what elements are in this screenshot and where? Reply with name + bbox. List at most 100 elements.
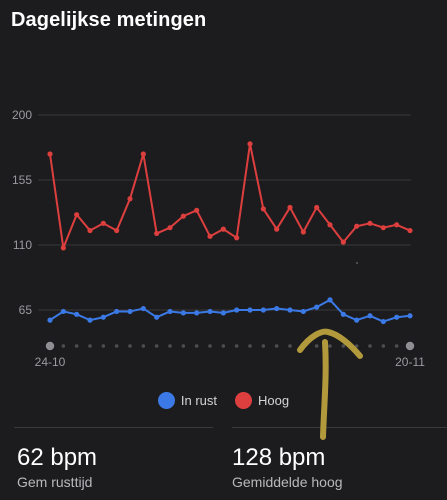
resting-hr-value: 62 bpm: [17, 444, 98, 471]
data-point-high: [327, 222, 333, 228]
divider-right: [232, 427, 447, 428]
x-axis-dot: [208, 344, 212, 348]
divider-left: [14, 427, 213, 428]
series-line-rest: [49, 298, 411, 323]
data-point-rest: [407, 313, 413, 319]
range-handle: [405, 341, 415, 351]
x-axis-dot: [221, 344, 226, 348]
data-point-rest: [354, 317, 360, 323]
x-axis-dot: [181, 344, 186, 348]
data-point-high: [194, 207, 200, 213]
legend-item-high[interactable]: Hoog: [235, 391, 290, 409]
data-point-rest: [180, 310, 186, 316]
data-point-high: [380, 225, 386, 231]
x-axis-dot: [368, 344, 372, 348]
x-axis-dot: [314, 344, 319, 348]
data-point-high: [367, 220, 373, 226]
data-point-high: [180, 213, 186, 219]
x-tick-label-end: 20-11: [395, 355, 425, 369]
x-axis-dot: [194, 344, 199, 348]
data-point-high: [127, 196, 133, 202]
data-point-high: [340, 239, 346, 245]
data-point-high: [47, 151, 53, 157]
data-point-high: [234, 235, 240, 241]
x-axis-dot: [248, 344, 252, 348]
data-point-rest: [87, 317, 93, 323]
data-point-rest: [367, 313, 373, 319]
x-axis-dot: [234, 344, 239, 348]
y-tick-label: 200: [12, 108, 32, 122]
data-point-high: [274, 226, 280, 232]
y-tick-label: 155: [12, 173, 32, 187]
x-axis-dot: [301, 344, 306, 348]
data-point-high: [247, 141, 253, 147]
daily-measurements-chart: 200 155 110 65 24-10 20-11: [12, 108, 425, 369]
legend-item-rest[interactable]: In rust: [157, 391, 218, 409]
data-point-rest: [154, 314, 160, 320]
data-point-high: [140, 151, 146, 157]
data-point-rest: [287, 307, 293, 313]
data-point-rest: [300, 308, 306, 315]
legend-high-label: Hoog: [258, 392, 290, 408]
data-point-rest: [100, 314, 106, 320]
data-point-high: [114, 227, 120, 234]
legend-rest-marker: [157, 391, 175, 409]
chart-legend: In rust Hoog: [0, 389, 447, 411]
data-point-rest: [234, 307, 240, 313]
data-point-high: [220, 226, 226, 232]
y-tick-label: 65: [19, 303, 33, 317]
data-point-rest: [314, 304, 320, 310]
x-axis-dot: [154, 344, 159, 348]
x-axis-dot: [88, 344, 92, 348]
x-axis-dot: [354, 344, 359, 348]
x-axis-dot: [61, 344, 66, 348]
x-axis-dot: [328, 344, 332, 348]
x-axis-dot: [141, 344, 146, 348]
data-point-rest: [194, 310, 200, 316]
x-axis-dot: [381, 344, 386, 348]
data-point-rest: [207, 308, 213, 315]
data-point-rest: [114, 308, 120, 315]
x-tick-label-start: 24-10: [35, 355, 66, 369]
data-point-rest: [60, 308, 66, 315]
data-point-high: [407, 227, 413, 234]
data-point-rest: [340, 311, 346, 317]
data-point-rest: [274, 305, 280, 312]
x-axis-dot: [341, 344, 346, 348]
data-point-high: [74, 212, 80, 218]
stray-mark: [356, 262, 358, 264]
data-point-high: [300, 229, 306, 235]
data-point-high: [100, 220, 106, 226]
data-point-high: [260, 206, 266, 212]
data-point-rest: [327, 297, 333, 303]
data-point-high: [287, 204, 293, 211]
x-axis-dot: [261, 344, 266, 348]
x-axis-dot: [74, 344, 79, 348]
data-point-rest: [47, 317, 53, 323]
legend-rest-label: In rust: [180, 392, 218, 408]
x-axis-dot: [128, 344, 132, 348]
data-point-high: [87, 227, 93, 234]
x-axis-dot: [274, 344, 279, 348]
page-title: Dagelijkse metingen: [11, 9, 207, 31]
data-point-high: [60, 245, 66, 251]
data-point-rest: [127, 308, 133, 315]
x-axis-dot: [168, 344, 172, 348]
data-point-high: [394, 222, 400, 228]
data-point-rest: [247, 307, 253, 313]
series-line-high: [49, 142, 411, 249]
x-axis-dot: [394, 344, 399, 348]
data-point-rest: [140, 305, 146, 312]
x-axis-dot: [288, 344, 292, 348]
data-point-rest: [260, 307, 266, 313]
x-axis-dot: [114, 344, 119, 348]
data-point-rest: [74, 311, 80, 317]
high-hr-value: 128 bpm: [232, 444, 326, 471]
data-point-high: [354, 223, 360, 229]
resting-hr-label: Gem rusttijd: [17, 474, 93, 490]
x-axis-dot: [101, 344, 106, 348]
y-tick-label: 110: [13, 238, 32, 252]
data-point-rest: [380, 318, 386, 325]
data-point-rest: [220, 310, 226, 316]
data-point-rest: [167, 308, 173, 315]
